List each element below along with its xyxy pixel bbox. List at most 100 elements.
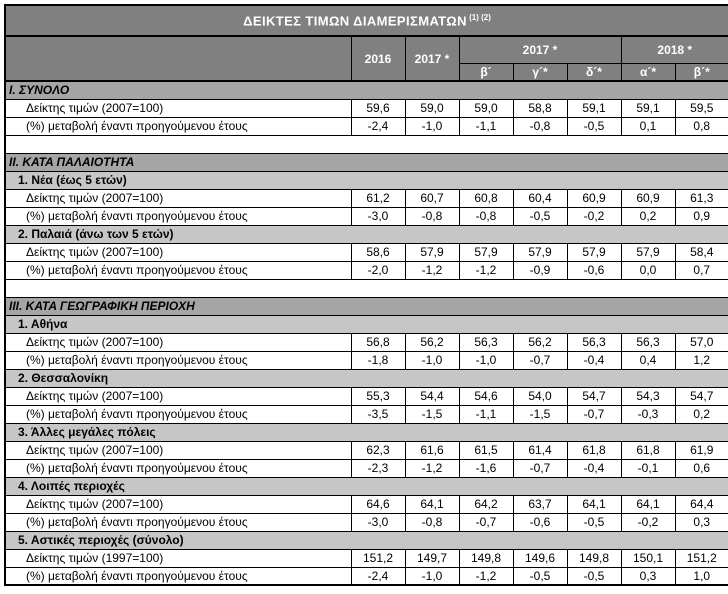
header-empty-cell xyxy=(4,35,352,82)
header-subcol-d-2017: δ´* xyxy=(566,62,622,82)
value-cell: -1,2 xyxy=(458,566,514,586)
value-cell: 60,7 xyxy=(404,188,460,208)
value-cell: 0,2 xyxy=(620,206,676,226)
value-cell: 0,2 xyxy=(674,404,728,424)
value-cell: -2,0 xyxy=(350,260,406,280)
table-row: (%) μεταβολή έναντι προηγούμενου έτους -2… xyxy=(4,566,728,586)
value-cell: -0,5 xyxy=(566,512,622,532)
value-cell: 64,1 xyxy=(404,494,460,514)
header-col-2016: 2016 xyxy=(350,35,406,82)
value-cell: -0,8 xyxy=(404,206,460,226)
value-cell: -2,4 xyxy=(350,116,406,136)
value-cell: 56,2 xyxy=(512,332,568,352)
row-label: Δείκτης τιμών (2007=100) xyxy=(4,98,352,118)
row-label: (%) μεταβολή έναντι προηγούμενου έτους xyxy=(4,404,352,424)
table-row: (%) μεταβολή έναντι προηγούμενου έτους -1… xyxy=(4,350,728,370)
value-cell: -2,4 xyxy=(350,566,406,586)
value-cell: 58,6 xyxy=(350,242,406,262)
value-cell: -0,4 xyxy=(566,350,622,370)
value-cell: 0,7 xyxy=(674,260,728,280)
value-cell: 59,0 xyxy=(458,98,514,118)
value-cell: -1,0 xyxy=(404,566,460,586)
value-cell: 61,4 xyxy=(512,440,568,460)
header-subcol-b-2017: β´ xyxy=(458,62,514,82)
value-cell: -0,5 xyxy=(566,566,622,586)
value-cell: 56,2 xyxy=(404,332,460,352)
table-row: (%) μεταβολή έναντι προηγούμενου έτους -3… xyxy=(4,206,728,226)
value-cell: -0,1 xyxy=(620,458,676,478)
row-label: Δείκτης τιμών (2007=100) xyxy=(4,242,352,262)
value-cell: 59,5 xyxy=(674,98,728,118)
value-cell: 57,9 xyxy=(512,242,568,262)
value-cell: 56,3 xyxy=(620,332,676,352)
value-cell: -3,0 xyxy=(350,206,406,226)
value-cell: 0,3 xyxy=(674,512,728,532)
row-label: Δείκτης τιμών (2007=100) xyxy=(4,386,352,406)
table-row: (%) μεταβολή έναντι προηγούμενου έτους -3… xyxy=(4,512,728,532)
value-cell: -1,2 xyxy=(458,260,514,280)
value-cell: 0,8 xyxy=(674,116,728,136)
value-cell: -1,6 xyxy=(458,458,514,478)
value-cell: -1,5 xyxy=(404,404,460,424)
table-row: (%) μεταβολή έναντι προηγούμενου έτους -2… xyxy=(4,458,728,478)
value-cell: 60,4 xyxy=(512,188,568,208)
value-cell: -0,8 xyxy=(458,206,514,226)
quarter-header-row: β´ γ´* δ´* α´* β´* xyxy=(5,62,728,82)
value-cell: 0,1 xyxy=(620,116,676,136)
value-cell: -0,6 xyxy=(566,260,622,280)
subsection-label: 2. Παλαιά (άνω των 5 ετών) xyxy=(4,224,728,244)
section-label: Ι. ΣΥΝΟΛΟ xyxy=(4,80,728,100)
value-cell: -3,5 xyxy=(350,404,406,424)
value-cell: -1,2 xyxy=(404,458,460,478)
value-cell: -0,2 xyxy=(566,206,622,226)
value-cell: 64,2 xyxy=(458,494,514,514)
subsection-row: 2. Θεσσαλονίκη xyxy=(4,368,728,388)
value-cell: -0,7 xyxy=(458,512,514,532)
value-cell: 57,9 xyxy=(566,242,622,262)
table-title: ΔΕΙΚΤΕΣ ΤΙΜΩΝ ΔΙΑΜΕΡΙΣΜΑΤΩΝ (1) (2) xyxy=(4,4,728,37)
value-cell: -0,6 xyxy=(512,512,568,532)
value-cell: 56,3 xyxy=(458,332,514,352)
subsection-row: 3. Άλλες μεγάλες πόλεις xyxy=(4,422,728,442)
spacer-row xyxy=(5,134,728,154)
table-row: Δείκτης τιμών (2007=100) 64,6 64,1 64,2 63,7… xyxy=(4,494,728,514)
table-title-text: ΔΕΙΚΤΕΣ ΤΙΜΩΝ ΔΙΑΜΕΡΙΣΜΑΤΩΝ xyxy=(243,13,467,29)
table-row: (%) μεταβολή έναντι προηγούμενου έτους -3… xyxy=(4,404,728,424)
header-subcol-g-2017: γ´* xyxy=(512,62,568,82)
value-cell: 56,3 xyxy=(566,332,622,352)
table-row: (%) μεταβολή έναντι προηγούμενου έτους -2… xyxy=(4,260,728,280)
subsection-row: 1. Αθήνα xyxy=(4,314,728,334)
value-cell: 0,6 xyxy=(674,458,728,478)
value-cell: 55,3 xyxy=(350,386,406,406)
value-cell: 60,9 xyxy=(566,188,622,208)
subsection-label: 1. Νέα (έως 5 ετών) xyxy=(4,170,728,190)
row-label: Δείκτης τιμών (2007=100) xyxy=(4,440,352,460)
header-subcol-a-2018: α´* xyxy=(620,62,676,82)
subsection-label: 4. Λοιπές περιοχές xyxy=(4,476,728,496)
value-cell: -1,2 xyxy=(404,260,460,280)
title-footnote-refs: (1) (2) xyxy=(466,12,491,22)
subsection-row: 4. Λοιπές περιοχές xyxy=(4,476,728,496)
value-cell: 1,2 xyxy=(674,350,728,370)
value-cell: -0,5 xyxy=(512,566,568,586)
row-label: (%) μεταβολή έναντι προηγούμενου έτους xyxy=(4,206,352,226)
apartment-price-index-table: ΔΕΙΚΤΕΣ ΤΙΜΩΝ ΔΙΑΜΕΡΙΣΜΑΤΩΝ (1) (2) 2016… xyxy=(4,4,728,586)
value-cell: 64,4 xyxy=(674,494,728,514)
value-cell: -0,7 xyxy=(512,458,568,478)
value-cell: -0,5 xyxy=(512,206,568,226)
subsection-row: 2. Παλαιά (άνω των 5 ετών) xyxy=(4,224,728,244)
value-cell: 61,9 xyxy=(674,440,728,460)
value-cell: -1,0 xyxy=(404,116,460,136)
row-label: (%) μεταβολή έναντι προηγούμενου έτους xyxy=(4,260,352,280)
value-cell: -0,8 xyxy=(404,512,460,532)
subsection-label: 5. Αστικές περιοχές (σύνολο) xyxy=(4,530,728,550)
value-cell: 61,2 xyxy=(350,188,406,208)
value-cell: 61,5 xyxy=(458,440,514,460)
subsection-label: 2. Θεσσαλονίκη xyxy=(4,368,728,388)
value-cell: 0,0 xyxy=(620,260,676,280)
subsection-row: 1. Νέα (έως 5 ετών) xyxy=(4,170,728,190)
section-row: Ι. ΣΥΝΟΛΟ xyxy=(4,80,728,100)
value-cell: 58,8 xyxy=(512,98,568,118)
value-cell: -1,1 xyxy=(458,116,514,136)
row-label: (%) μεταβολή έναντι προηγούμενου έτους xyxy=(4,350,352,370)
